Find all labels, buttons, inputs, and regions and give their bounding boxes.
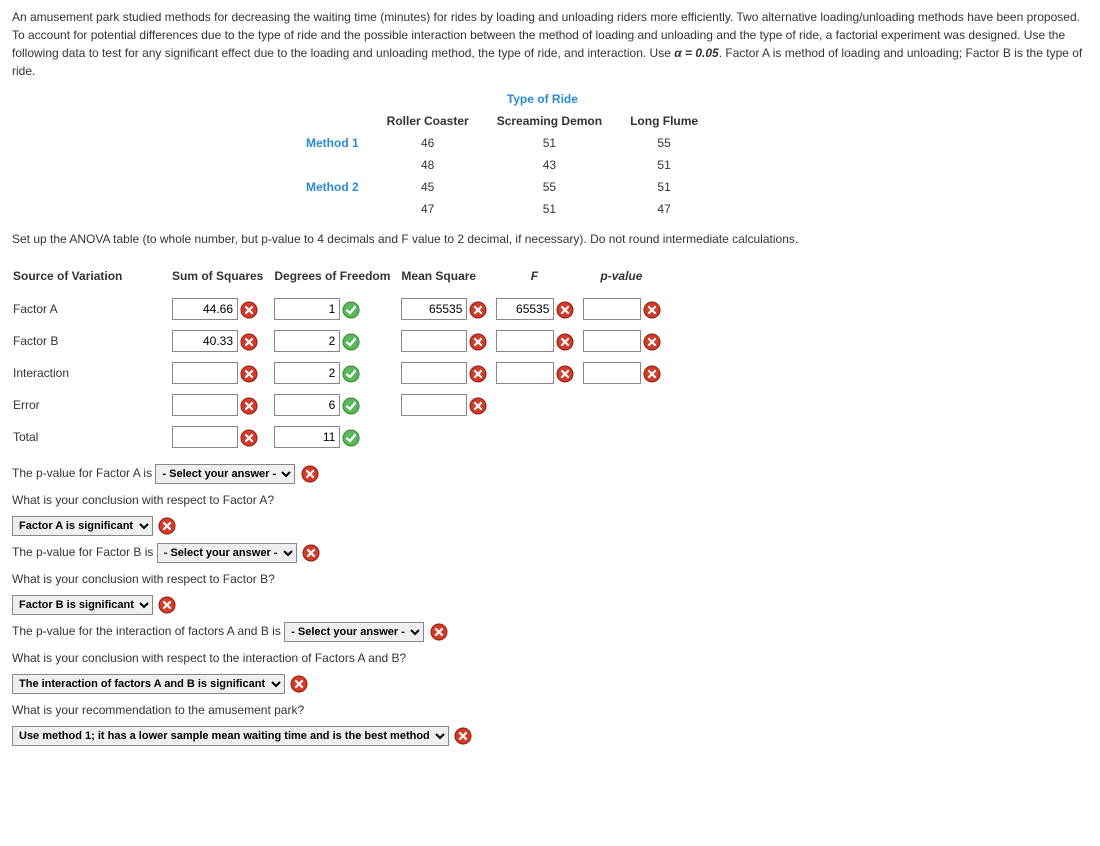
wrong-icon: [158, 517, 176, 535]
wrong-icon: [240, 365, 258, 383]
anova-input[interactable]: [172, 330, 238, 352]
col-demon: Screaming Demon: [483, 110, 616, 132]
select-recommendation[interactable]: Use method 1; it has a lower sample mean…: [12, 726, 449, 746]
type-of-ride-header: Type of Ride: [373, 88, 712, 110]
method1-label: Method 1: [292, 132, 373, 154]
anova-input[interactable]: [274, 298, 340, 320]
wrong-icon: [240, 333, 258, 351]
wrong-icon: [556, 365, 574, 383]
anova-row: Factor A: [12, 297, 669, 321]
wrong-icon: [430, 623, 448, 641]
anova-input[interactable]: [401, 394, 467, 416]
anova-row: Error: [12, 393, 669, 417]
anova-row: Total: [12, 425, 669, 449]
data-table: Type of Ride Roller Coaster Screaming De…: [292, 88, 712, 220]
anova-input[interactable]: [172, 362, 238, 384]
anova-input[interactable]: [172, 394, 238, 416]
select-pvalue-a[interactable]: - Select your answer -: [155, 464, 295, 484]
anova-input[interactable]: [496, 330, 554, 352]
source-label: Error: [12, 393, 171, 417]
wrong-icon: [643, 301, 661, 319]
wrong-icon: [643, 333, 661, 351]
select-pvalue-ab[interactable]: - Select your answer -: [284, 622, 424, 642]
anova-instructions: Set up the ANOVA table (to whole number,…: [12, 230, 1088, 248]
q-interaction-conclusion-prompt: What is your conclusion with respect to …: [12, 649, 1088, 667]
anova-input[interactable]: [401, 298, 467, 320]
source-label: Factor B: [12, 329, 171, 353]
correct-icon: [342, 365, 360, 383]
select-conclusion-a[interactable]: Factor A is significant: [12, 516, 153, 536]
source-label: Factor A: [12, 297, 171, 321]
source-label: Total: [12, 425, 171, 449]
wrong-icon: [469, 397, 487, 415]
col-flume: Long Flume: [616, 110, 712, 132]
select-pvalue-b[interactable]: - Select your answer -: [157, 543, 297, 563]
correct-icon: [342, 429, 360, 447]
wrong-icon: [556, 333, 574, 351]
q-factor-b-conclusion-prompt: What is your conclusion with respect to …: [12, 570, 1088, 588]
wrong-icon: [556, 301, 574, 319]
select-conclusion-b[interactable]: Factor B is significant: [12, 595, 153, 615]
anova-row: Factor B: [12, 329, 669, 353]
q-factor-a-pvalue: The p-value for Factor A is - Select you…: [12, 464, 1088, 484]
anova-input[interactable]: [274, 330, 340, 352]
problem-text: An amusement park studied methods for de…: [12, 8, 1088, 80]
anova-input[interactable]: [172, 298, 238, 320]
wrong-icon: [454, 727, 472, 745]
anova-input[interactable]: [274, 394, 340, 416]
anova-input[interactable]: [496, 362, 554, 384]
method2-label: Method 2: [292, 176, 373, 198]
wrong-icon: [302, 544, 320, 562]
anova-input[interactable]: [583, 330, 641, 352]
correct-icon: [342, 333, 360, 351]
wrong-icon: [290, 675, 308, 693]
wrong-icon: [643, 365, 661, 383]
anova-input[interactable]: [401, 330, 467, 352]
wrong-icon: [240, 429, 258, 447]
wrong-icon: [240, 397, 258, 415]
anova-input[interactable]: [496, 298, 554, 320]
correct-icon: [342, 301, 360, 319]
anova-table: Source of Variation Sum of Squares Degre…: [12, 258, 669, 457]
anova-input[interactable]: [583, 298, 641, 320]
anova-input[interactable]: [172, 426, 238, 448]
wrong-icon: [469, 301, 487, 319]
select-conclusion-ab[interactable]: The interaction of factors A and B is si…: [12, 674, 285, 694]
anova-input[interactable]: [274, 362, 340, 384]
anova-row: Interaction: [12, 361, 669, 385]
q-factor-b-pvalue: The p-value for Factor B is - Select you…: [12, 543, 1088, 563]
correct-icon: [342, 397, 360, 415]
anova-input[interactable]: [401, 362, 467, 384]
wrong-icon: [469, 365, 487, 383]
wrong-icon: [301, 465, 319, 483]
anova-input[interactable]: [274, 426, 340, 448]
q-recommendation-prompt: What is your recommendation to the amuse…: [12, 701, 1088, 719]
wrong-icon: [240, 301, 258, 319]
wrong-icon: [469, 333, 487, 351]
anova-input[interactable]: [583, 362, 641, 384]
q-factor-a-conclusion-prompt: What is your conclusion with respect to …: [12, 491, 1088, 509]
wrong-icon: [158, 596, 176, 614]
col-roller: Roller Coaster: [373, 110, 483, 132]
q-interaction-pvalue: The p-value for the interaction of facto…: [12, 622, 1088, 642]
anova-header-row: Source of Variation Sum of Squares Degre…: [12, 266, 669, 289]
source-label: Interaction: [12, 361, 171, 385]
